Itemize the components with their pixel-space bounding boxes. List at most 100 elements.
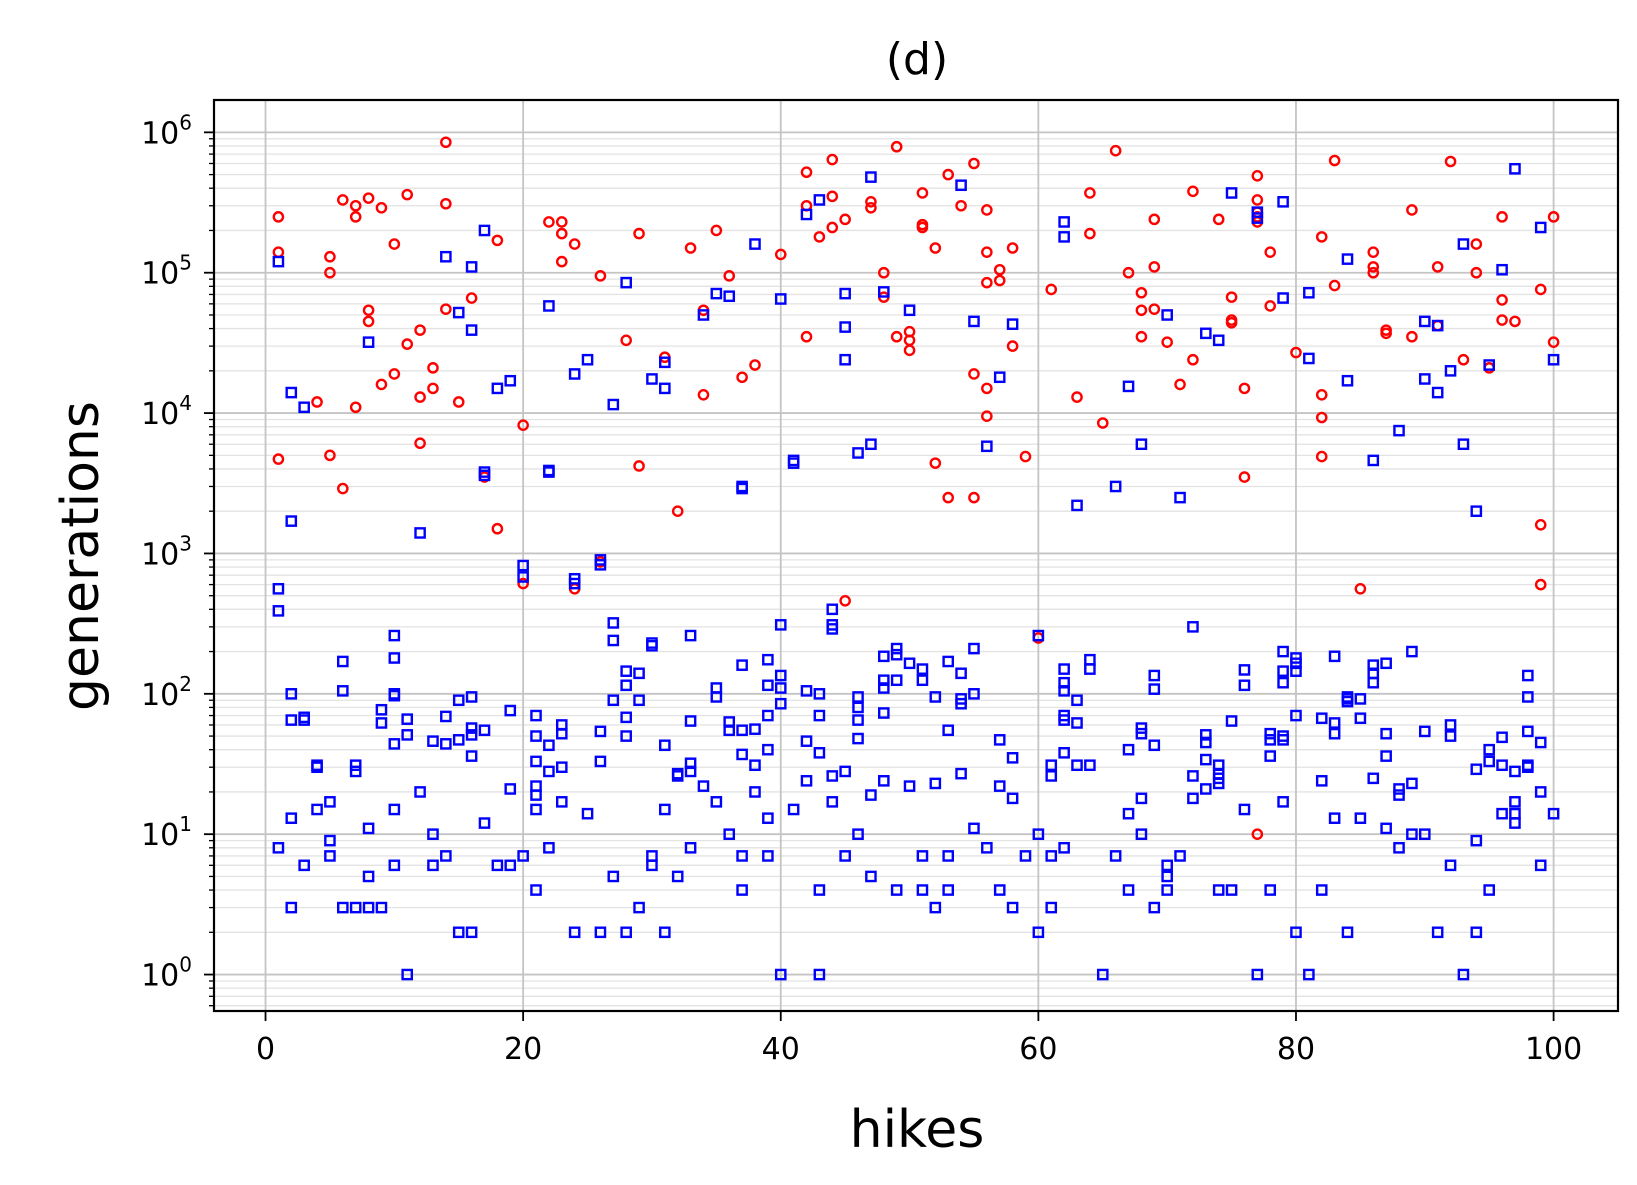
data-point-circle [865,196,877,208]
data-point-square [1251,206,1264,218]
data-point-square [349,765,362,778]
data-point-circle [736,371,748,384]
data-point-square [852,732,864,745]
data-point-square [594,559,607,571]
data-point-square [337,685,349,697]
data-point-square [298,711,310,724]
data-point-circle [877,266,890,279]
data-point-circle [1045,283,1058,296]
y-tick-label: 103 [141,531,192,572]
data-point-square [1264,734,1277,746]
data-point-circle [1187,185,1199,198]
data-point-square [517,850,529,862]
data-point-square [285,515,298,527]
data-point-circle [349,401,362,414]
data-point-circle [440,197,452,210]
data-point-square [762,812,774,824]
series-red-circles [272,136,1560,840]
data-point-square [543,841,555,854]
data-point-square [1522,725,1534,738]
data-point-square [1109,480,1122,493]
data-point-square [890,648,903,661]
data-point-square [1238,664,1251,676]
data-point-circle [929,457,942,469]
data-point-square [1444,719,1457,731]
data-point-square [1354,712,1367,725]
data-point-square [723,828,736,840]
data-point-square [1547,353,1560,366]
data-point-square [1238,803,1251,816]
data-point-square [272,605,285,617]
data-point-square [749,759,761,772]
data-point-square [1290,657,1302,670]
data-point-circle [1431,261,1444,273]
data-point-square [375,703,388,716]
data-point-square [285,812,298,824]
data-point-square [440,250,452,263]
data-point-square [1354,812,1367,824]
data-point-circle [826,153,839,166]
data-point-circle [1161,336,1173,348]
data-point-circle [440,136,452,149]
data-point-square [594,725,607,738]
data-point-square [903,780,916,792]
data-point-square [929,691,942,703]
data-point-square [362,901,375,914]
data-point-square [1122,380,1135,393]
data-point-square [1277,676,1289,689]
data-point-circle [723,270,736,282]
data-point-square [1006,792,1019,805]
data-point-circle [1547,211,1560,223]
data-point-square [555,796,568,808]
data-point-square [800,208,813,221]
data-point-square [1264,750,1277,762]
data-point-square [555,761,568,774]
data-point-square [1315,712,1328,725]
data-point-circle [916,221,929,234]
data-point-square [298,401,310,414]
data-point-square [877,674,890,687]
data-point-square [1470,834,1483,847]
data-point-circle [1496,211,1508,223]
data-point-square [388,652,401,664]
data-point-square [1122,807,1135,820]
data-point-square [1225,715,1238,727]
data-point-square [1225,187,1238,199]
data-point-square [465,729,478,741]
data-point-square [993,780,1006,792]
data-point-square [1045,770,1058,782]
data-point-square [1277,734,1289,746]
data-point-square [311,803,323,816]
data-point-square [852,828,864,840]
data-point-square [388,689,401,702]
data-point-square [1380,750,1392,762]
data-point-square [465,691,478,703]
data-point-square [1200,736,1212,749]
data-point-square [465,261,478,273]
data-point-square [736,884,748,896]
data-point-square [1393,424,1405,437]
data-point-square [774,682,787,694]
data-point-square [607,398,620,411]
data-point-square [1418,315,1431,328]
data-point-square [749,786,761,798]
data-point-square [1071,717,1083,729]
data-point-square [955,767,967,780]
data-point-square [388,859,401,872]
data-point-circle [774,248,787,261]
grid-lines [214,100,1618,1011]
data-point-square [684,841,697,854]
data-point-square [968,315,980,328]
data-point-square [543,300,555,312]
y-tick-label: 106 [141,110,192,151]
data-point-square [1431,386,1444,399]
data-point-square [1200,327,1212,340]
data-point-square [1341,695,1354,708]
data-point-square [723,724,736,737]
data-point-circle [491,522,504,535]
data-point-square [1457,438,1470,451]
data-point-circle [1470,238,1483,250]
data-point-square [723,290,736,303]
x-tick-label: 60 [1019,1032,1057,1067]
